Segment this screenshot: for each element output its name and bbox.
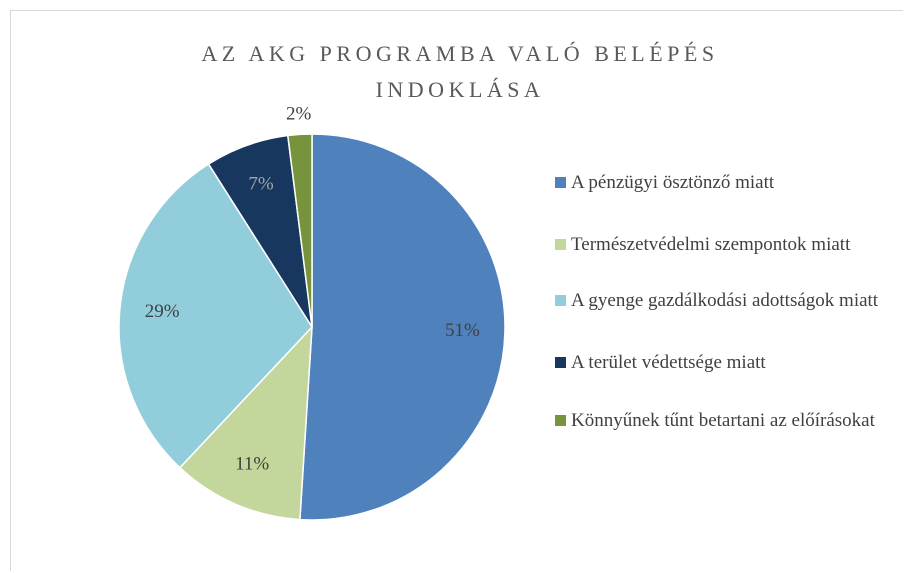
data-label: 7% xyxy=(248,174,274,195)
legend-label: A pénzügyi ösztönző miatt xyxy=(571,172,775,193)
data-label: 29% xyxy=(145,301,180,322)
legend-label: A terület védettsége miatt xyxy=(571,352,766,373)
legend-item: Könnyűnek tűnt betartani az előírásokat xyxy=(555,408,891,433)
data-label: 51% xyxy=(445,320,480,341)
legend-swatch xyxy=(555,415,566,426)
legend-item: Természetvédelmi szempontok miatt xyxy=(555,232,891,257)
pie-slice xyxy=(299,133,506,521)
data-label: 11% xyxy=(235,454,269,475)
legend-swatch xyxy=(555,239,566,250)
legend-swatch xyxy=(555,295,566,306)
legend-label: A gyenge gazdálkodási adottságok miatt xyxy=(571,290,879,311)
legend-swatch xyxy=(555,357,566,368)
data-label: 2% xyxy=(286,103,312,124)
chart-title: AZ AKG PROGRAMBA VALÓ BELÉPÉS INDOKLÁSA xyxy=(201,41,719,102)
legend-item: A pénzügyi ösztönző miatt xyxy=(555,170,891,195)
legend-swatch xyxy=(555,177,566,188)
pie-slice xyxy=(178,324,313,521)
legend-item: A terület védettsége miatt xyxy=(555,350,891,375)
chart-frame xyxy=(10,10,903,571)
legend-label: Könnyűnek tűnt betartani az előírásokat xyxy=(571,410,875,431)
pie-slice xyxy=(118,163,313,469)
pie-slice xyxy=(286,133,313,328)
legend-label: Természetvédelmi szempontok miatt xyxy=(571,234,851,255)
legend-item: A gyenge gazdálkodási adottságok miatt xyxy=(555,288,891,313)
